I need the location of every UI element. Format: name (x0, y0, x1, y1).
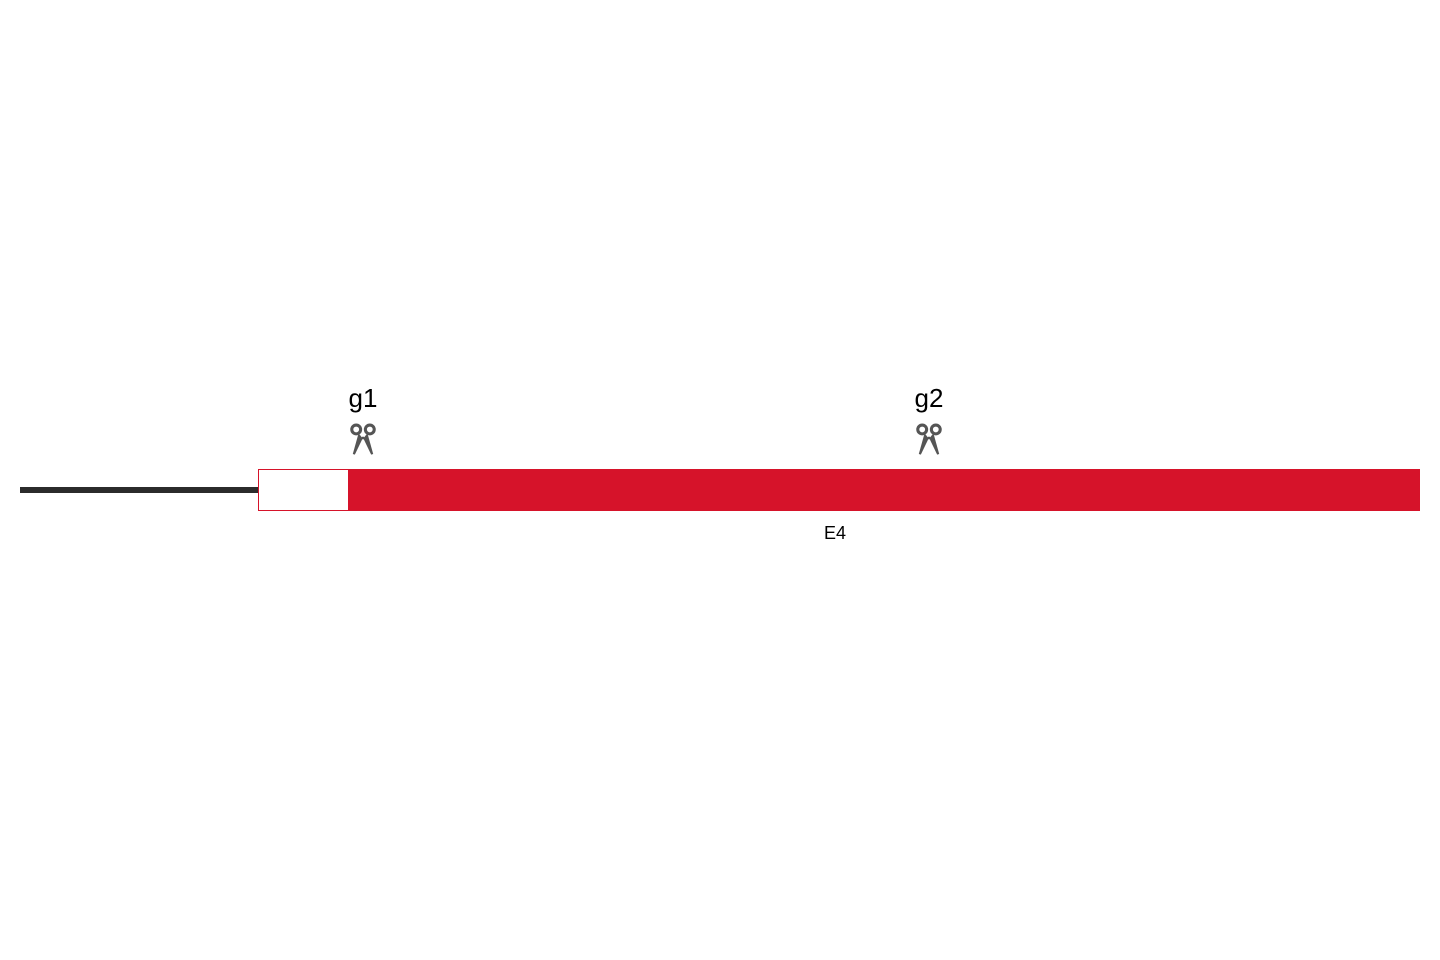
gene-diagram: E4 g1 g2 (0, 0, 1440, 960)
scissors-icon (912, 422, 946, 456)
exon-label: E4 (824, 523, 846, 544)
exon-fill (348, 469, 1420, 511)
cut-site-label-g1: g1 (349, 383, 378, 414)
scissors-icon (346, 422, 380, 456)
cut-site-label-g2: g2 (915, 383, 944, 414)
